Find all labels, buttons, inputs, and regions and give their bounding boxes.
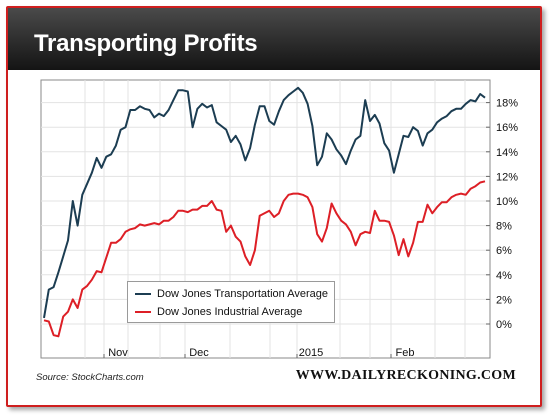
legend-entry-industrial: Dow Jones Industrial Average (135, 305, 302, 319)
horizontal-grid (41, 102, 490, 325)
legend-swatch-transport (135, 293, 151, 295)
y-tick-label: 2% (496, 294, 512, 306)
x-tick-label: 2015 (299, 347, 323, 359)
x-tick-label: Dec (189, 347, 209, 359)
site-url: WWW.DAILYRECKONING.COM (295, 368, 516, 383)
legend-entry-transport: Dow Jones Transportation Average (135, 287, 328, 301)
y-tick-labels: 0% 2% 4% 6% 8% 10% 12% 14% 16% 18% (496, 98, 518, 331)
series-line-transport (43, 86, 486, 319)
series-lines (43, 86, 486, 338)
y-tick-label: 14% (496, 147, 518, 159)
legend-label-industrial: Dow Jones Industrial Average (157, 306, 303, 318)
x-tick-label: Nov (108, 347, 128, 359)
y-tick-label: 12% (496, 171, 518, 183)
legend: Dow Jones Transportation Average Dow Jon… (127, 281, 335, 323)
y-tick-label: 0% (496, 319, 512, 331)
series-line-industrial (43, 180, 486, 338)
source-note: Source: StockCharts.com (36, 372, 144, 383)
y-tick-label: 6% (496, 245, 512, 257)
y-tick-label: 10% (496, 196, 518, 208)
chart-title: Transporting Profits (34, 30, 258, 57)
legend-label-transport: Dow Jones Transportation Average (157, 288, 329, 300)
y-tick-label: 4% (496, 270, 512, 282)
title-bar: Transporting Profits (8, 8, 540, 70)
x-tick-label: Feb (396, 347, 415, 359)
legend-swatch-industrial (135, 311, 151, 313)
y-tick-label: 8% (496, 221, 512, 233)
y-tick-label: 16% (496, 122, 518, 134)
x-tick-labels: Nov Dec 2015 Feb (108, 347, 414, 359)
y-tick-label: 18% (496, 98, 518, 110)
